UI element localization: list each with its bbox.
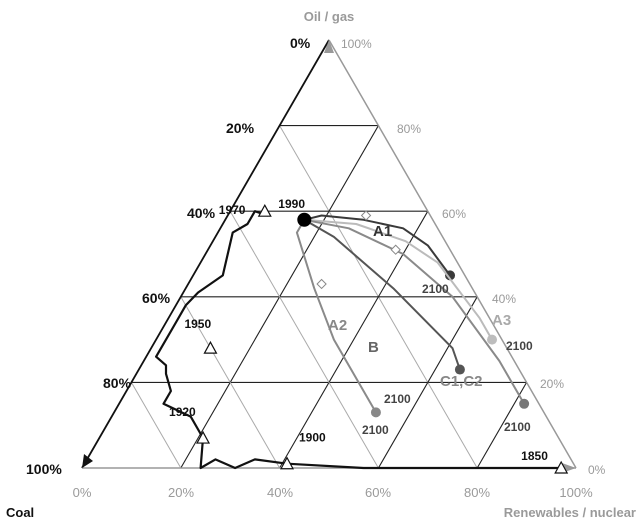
series-diamond-marker — [360, 210, 372, 221]
history-marker-1950 — [203, 340, 218, 354]
grid-line-coal — [180, 296, 281, 469]
series-end-point — [454, 364, 465, 375]
series-end-point — [519, 398, 530, 409]
edge-left — [81, 39, 330, 469]
edge-right — [328, 39, 577, 469]
axis-title-coal: Coal — [6, 505, 34, 520]
year-label-1850: 1850 — [521, 449, 548, 463]
series-end-point — [445, 270, 456, 281]
triangle-outline — [81, 39, 577, 473]
history-marker-1970 — [257, 203, 272, 217]
bottom-tick-label: 20% — [168, 485, 194, 500]
right-tick-label: 80% — [397, 122, 421, 136]
series-name-label: C1,C2 — [440, 373, 483, 390]
left-tick-label: 0% — [290, 35, 311, 51]
grid-line-coal — [229, 210, 379, 469]
series-name-label: A2 — [328, 317, 347, 334]
series-end-point — [487, 334, 498, 345]
series-line-c1c2 — [304, 218, 525, 405]
bottom-tick-label: 40% — [267, 485, 293, 500]
grid-layer — [130, 125, 528, 469]
grid-line-renew — [377, 296, 478, 469]
series-line-a3 — [304, 218, 493, 341]
series-end-point — [370, 407, 381, 418]
series-end-year-label: 2100 — [506, 339, 533, 353]
year-label-1950: 1950 — [184, 317, 211, 331]
series-diamond-marker — [390, 244, 401, 255]
axis-title-oil-gas: Oil / gas — [304, 9, 355, 24]
series-end-year-label: 2100 — [384, 392, 411, 406]
right-tick-label: 20% — [540, 377, 564, 391]
axis-title-renewables: Renewables / nuclear — [504, 505, 636, 520]
history-marker-1850 — [554, 460, 569, 474]
right-tick-label: 0% — [588, 463, 606, 477]
label-layer: 1850 1900 1920 1950 1970 1990 A1 A3 C1,C2 B A2 2100… — [6, 9, 636, 520]
left-tick-label: 40% — [187, 205, 216, 221]
bottom-tick-label: 60% — [365, 485, 391, 500]
bottom-tick-label: 100% — [559, 485, 593, 500]
series-name-label: A1 — [373, 223, 392, 240]
series-name-label: B — [368, 339, 379, 356]
right-tick-label: 60% — [442, 207, 466, 221]
series-end-year-label: 2100 — [362, 423, 389, 437]
year-label-1920: 1920 — [169, 405, 196, 419]
left-tick-label: 80% — [103, 375, 132, 391]
series-diamond-marker — [316, 278, 327, 290]
history-marker-1920 — [196, 430, 211, 444]
history-layer — [155, 203, 569, 474]
series-end-year-label: 2100 — [422, 282, 449, 296]
left-tick-label: 20% — [226, 120, 255, 136]
arrow-oil-gas — [324, 40, 334, 53]
left-tick-label: 100% — [26, 461, 62, 477]
left-tick-label: 60% — [142, 290, 171, 306]
series-line-a1 — [304, 214, 451, 276]
history-line — [155, 210, 562, 470]
year-label-1900: 1900 — [299, 431, 326, 445]
series-name-label: A3 — [492, 312, 511, 329]
year-label-1970: 1970 — [219, 203, 246, 217]
series-layer — [295, 210, 530, 418]
bottom-tick-label: 0% — [73, 485, 92, 500]
grid-line-renew — [476, 382, 528, 469]
grid-line-coal — [130, 382, 182, 469]
right-tick-label: 100% — [341, 37, 372, 51]
history-marker-1990 — [297, 212, 312, 227]
year-label-1990: 1990 — [278, 197, 305, 211]
bottom-tick-label: 80% — [464, 485, 490, 500]
series-line-b — [303, 218, 461, 370]
series-end-year-label: 2100 — [504, 420, 531, 434]
history-marker-1900 — [279, 456, 295, 470]
series-line-a2 — [295, 219, 377, 413]
arrow-coal — [82, 454, 93, 468]
right-tick-label: 40% — [492, 292, 516, 306]
